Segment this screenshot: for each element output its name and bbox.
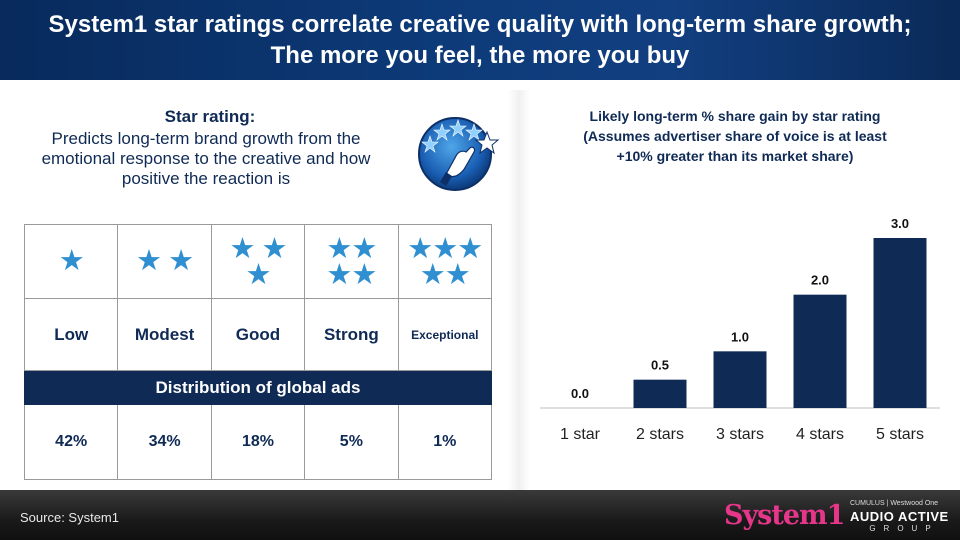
distribution-header: Distribution of global ads	[24, 370, 492, 405]
distribution-value: 18%	[210, 404, 306, 480]
system1-logo: System1	[724, 500, 845, 531]
stars-cell-4: ★★ ★★	[304, 224, 399, 299]
logo-group-text: GROUP	[869, 524, 939, 533]
star-icon: ★★	[326, 258, 377, 291]
data-label-5: 3.0	[891, 216, 909, 231]
star-icon: ★★	[419, 258, 471, 291]
rating-label: Modest	[117, 298, 212, 371]
rating-label: Good	[210, 298, 306, 371]
distribution-value: 1%	[397, 404, 493, 480]
rating-label: Exceptional	[397, 298, 493, 371]
distribution-header-row: Distribution of global ads	[24, 370, 492, 405]
star-icon: ★ ★	[136, 245, 194, 277]
distribution-value: 5%	[304, 404, 399, 480]
star-icon: ★	[58, 245, 85, 277]
data-label-2: 0.5	[651, 358, 669, 373]
bar-5	[873, 238, 927, 408]
chart-title-line: Likely long-term % share gain by star ra…	[589, 108, 881, 124]
chart-title: Likely long-term % share gain by star ra…	[535, 106, 935, 166]
x-tick-label-3: 3 stars	[716, 426, 764, 443]
page-title: System1 star ratings correlate creative …	[48, 11, 912, 69]
rating-label: Low	[23, 298, 119, 371]
panel-divider	[508, 90, 530, 490]
header-banner: System1 star ratings correlate creative …	[0, 0, 960, 80]
star-icon: ★	[245, 258, 271, 291]
star-rating-badge-icon	[418, 117, 500, 191]
stars-cell-3: ★ ★ ★	[210, 224, 306, 299]
stars-cell-1: ★	[23, 224, 119, 299]
star-rating-table: ★ ★ ★ ★ ★ ★ ★★ ★★ ★★★ ★★ Low Modest Good…	[23, 224, 493, 480]
distribution-value: 42%	[23, 404, 119, 480]
bar-3	[713, 351, 767, 408]
share-gain-bar-chart: 0.0 1 star 0.5 2 stars 1.0 3 stars 2.0 4 stars 3…	[540, 216, 940, 443]
x-tick-label-2: 2 stars	[636, 426, 684, 443]
data-label-4: 2.0	[811, 273, 829, 288]
logo-audio-text: AUDIO ACTIVE	[850, 509, 949, 524]
star-icon: ★ ★	[229, 232, 287, 265]
x-tick-label-1: 1 star	[560, 426, 601, 443]
x-tick-label-5: 5 stars	[876, 426, 924, 443]
data-label-1: 0.0	[571, 386, 589, 401]
stars-row: ★ ★ ★ ★ ★ ★ ★★ ★★ ★★★ ★★	[23, 224, 493, 299]
chart-title-line: +10% greater than its market share)	[616, 148, 854, 164]
star-icon: ★★	[326, 232, 377, 265]
footer: Source: System1 System1 CUMULUS | Westwo…	[0, 490, 960, 540]
star-rating-title: Star rating:	[164, 107, 256, 126]
audio-active-group-logo: CUMULUS | Westwood One AUDIO ACTIVE GROU…	[850, 500, 950, 533]
logo-mini-text: CUMULUS | Westwood One	[850, 500, 939, 507]
stars-cell-5: ★★★ ★★	[397, 224, 493, 299]
x-tick-label-4: 4 stars	[796, 426, 844, 443]
star-rating-description: Predicts long-term brand growth from the…	[41, 129, 371, 188]
distribution-value: 34%	[117, 404, 212, 480]
data-label-3: 1.0	[731, 329, 749, 344]
chart-title-line: (Assumes advertiser share of voice is at…	[583, 128, 887, 144]
labels-row: Low Modest Good Strong Exceptional	[23, 298, 493, 371]
source-note: Source: System1	[20, 510, 119, 525]
distribution-row: 42% 34% 18% 5% 1%	[23, 404, 493, 480]
star-icon: ★★★	[407, 232, 483, 265]
bar-4	[793, 294, 847, 408]
rating-label: Strong	[304, 298, 399, 371]
bar-2	[633, 379, 687, 408]
stars-cell-2: ★ ★	[117, 224, 212, 299]
